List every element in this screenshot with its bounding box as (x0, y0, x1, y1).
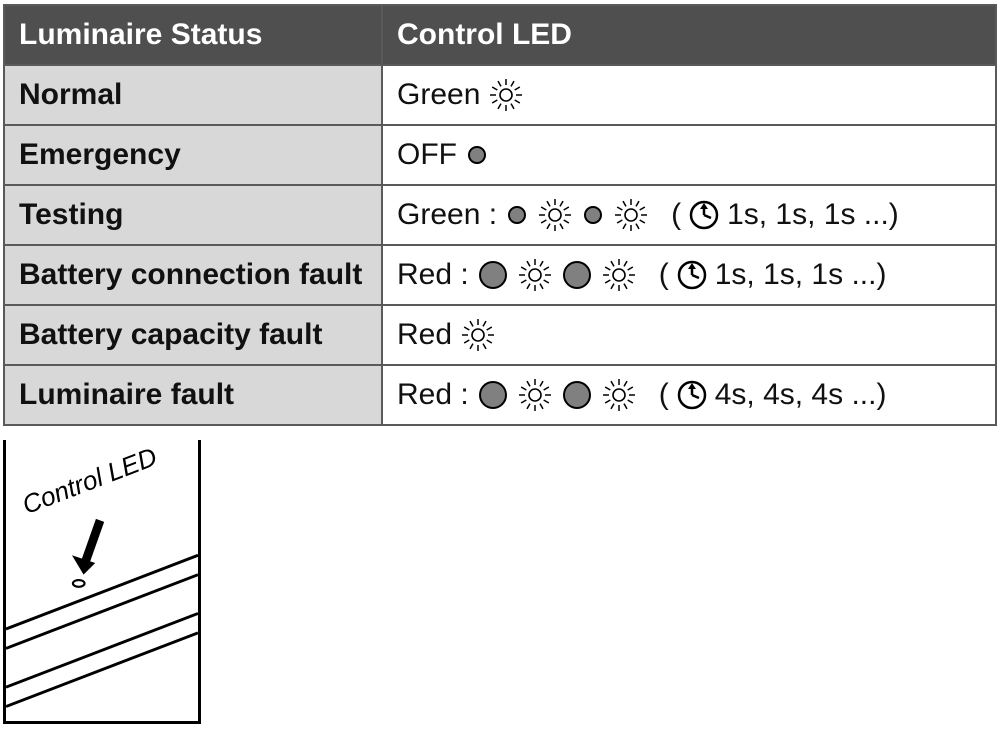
dot-icon (561, 379, 593, 411)
row-value: Green (382, 65, 996, 125)
value-prefix: Green (397, 77, 480, 113)
sun-icon (601, 257, 637, 293)
value-prefix: Red : (397, 377, 469, 413)
row-value: Red (382, 305, 996, 365)
value-open-paren: ( (659, 377, 669, 413)
sun-icon (460, 317, 496, 353)
table-row: TestingGreen : ( 1s, 1s, 1s ...) (4, 185, 996, 245)
value-prefix: Red (397, 317, 452, 353)
row-value: Green : ( 1s, 1s, 1s ...) (382, 185, 996, 245)
dot-icon (477, 259, 509, 291)
row-label: Emergency (4, 125, 382, 185)
dot-icon (505, 203, 529, 227)
led-marker-icon (73, 580, 85, 587)
arrow-icon (72, 520, 100, 574)
clock-icon (677, 260, 707, 290)
table-row: Luminaire faultRed : ( 4s, 4s, 4s ...) (4, 365, 996, 425)
table-header-row: Luminaire Status Control LED (4, 5, 996, 65)
value-open-paren: ( (659, 257, 669, 293)
dot-icon (477, 379, 509, 411)
dot-icon (465, 143, 489, 167)
value-timing: 4s, 4s, 4s ...) (715, 377, 887, 413)
table-row: Emergency OFF (4, 125, 996, 185)
table-row: Battery capacity fault Red (4, 305, 996, 365)
sun-icon (488, 77, 524, 113)
sun-icon (517, 377, 553, 413)
clock-icon (677, 380, 707, 410)
value-prefix: OFF (397, 137, 457, 173)
value-open-paren: ( (671, 197, 681, 233)
header-luminaire-status: Luminaire Status (4, 5, 382, 65)
value-timing: 1s, 1s, 1s ...) (727, 197, 899, 233)
sun-icon (613, 197, 649, 233)
row-value: Red : ( 1s, 1s, 1s ...) (382, 245, 996, 305)
control-led-diagram: Control LED (3, 440, 201, 724)
header-control-led: Control LED (382, 5, 996, 65)
row-label: Testing (4, 185, 382, 245)
sun-icon (517, 257, 553, 293)
sun-icon (601, 377, 637, 413)
table-row: Battery connection faultRed : ( 1s, 1s, … (4, 245, 996, 305)
row-label: Battery capacity fault (4, 305, 382, 365)
row-value: OFF (382, 125, 996, 185)
sun-icon (537, 197, 573, 233)
clock-icon (689, 200, 719, 230)
value-prefix: Red : (397, 257, 469, 293)
dot-icon (581, 203, 605, 227)
stripe-lines (6, 555, 198, 706)
row-label: Battery connection fault (4, 245, 382, 305)
table-row: Normal Green (4, 65, 996, 125)
value-prefix: Green : (397, 197, 497, 233)
row-value: Red : ( 4s, 4s, 4s ...) (382, 365, 996, 425)
row-label: Luminaire fault (4, 365, 382, 425)
dot-icon (561, 259, 593, 291)
diagram-svg (6, 440, 198, 721)
value-timing: 1s, 1s, 1s ...) (715, 257, 887, 293)
row-label: Normal (4, 65, 382, 125)
status-table: Luminaire Status Control LED NormalGreen… (3, 4, 997, 426)
